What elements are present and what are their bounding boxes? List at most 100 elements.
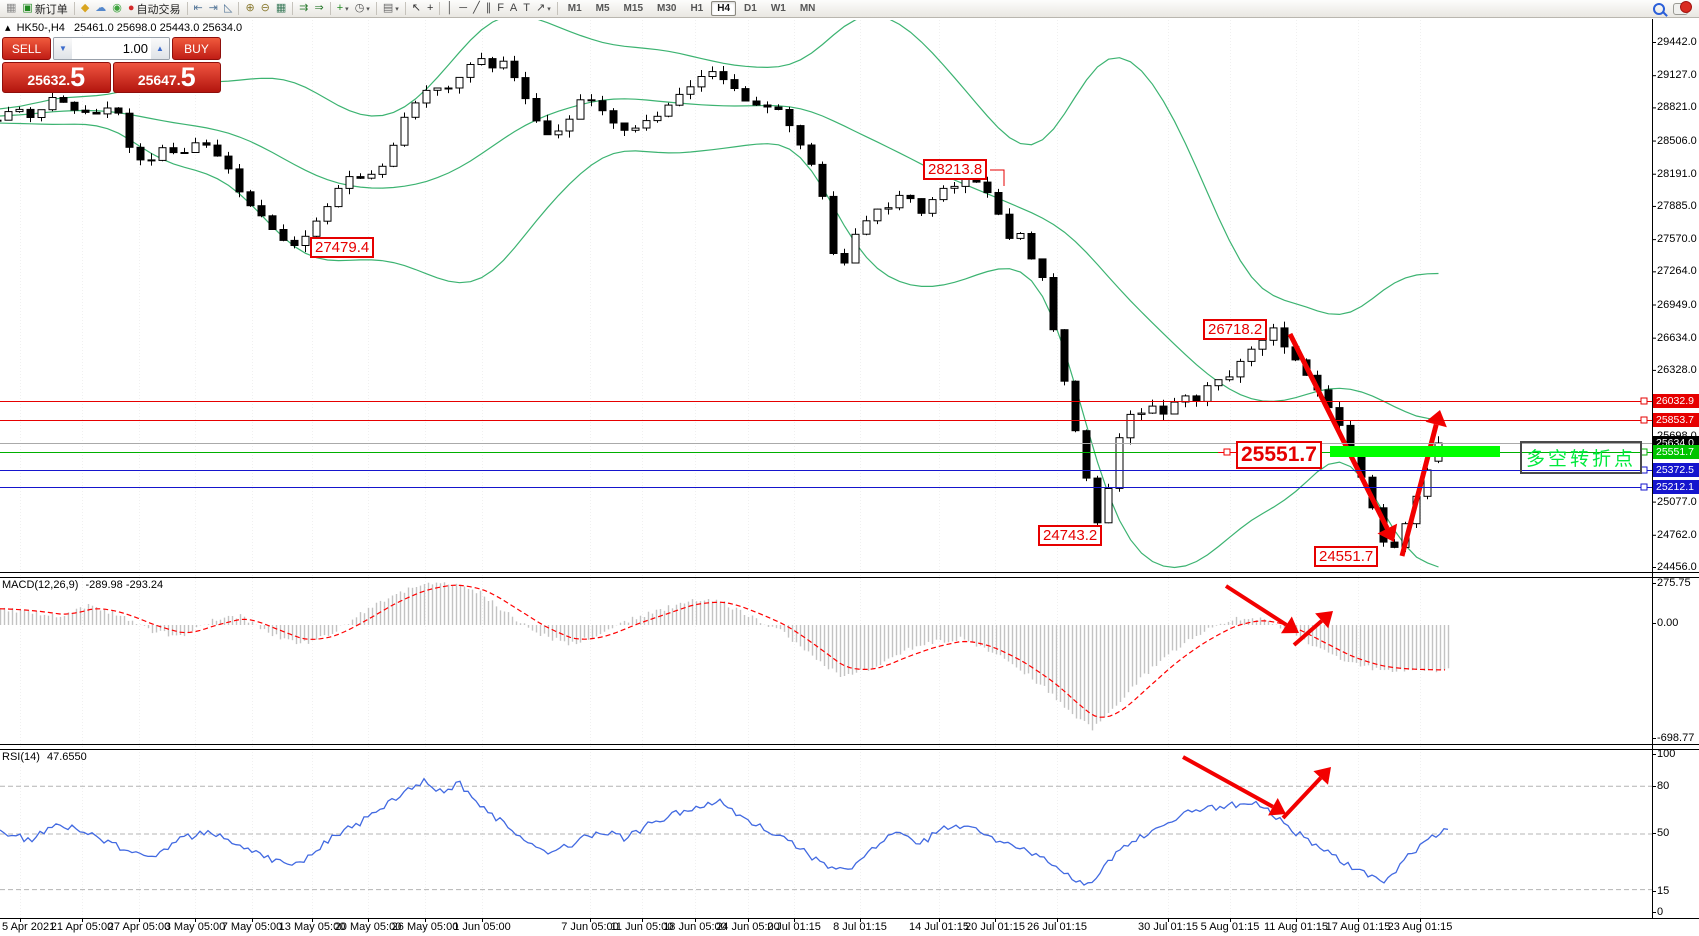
- signals-icon[interactable]: ◉: [109, 1, 125, 17]
- notification-balloon-icon[interactable]: [1673, 0, 1692, 15]
- zoom-out-icon: ⊖: [260, 2, 270, 14]
- market-icon: ◆: [80, 2, 90, 14]
- main-toolbar: ▦ ▣ 新订单 ◆ ☁ ◉ ● 自动交易 ⇤ ⇥ ◺ ⊕ ⊖ ▦ ⇉ ⇒ + ▾ ◷ ▾ ▤ ▾ ↖ + │ ─ ╱ ∥ F A T ↗ ▾ M1…: [0, 0, 1699, 18]
- timeframe-h1[interactable]: H1: [690, 3, 704, 14]
- vertical-line-icon[interactable]: │: [443, 1, 456, 17]
- arrows-icon[interactable]: ↗ ▾: [533, 1, 554, 17]
- trade-panel-top-row: SELL ▼ ▲ BUY: [2, 37, 221, 60]
- timeframe-w1[interactable]: W1: [770, 3, 786, 14]
- timeframe-m15[interactable]: M15: [623, 3, 643, 14]
- collapse-triangle-icon[interactable]: ▴: [5, 22, 11, 34]
- sell-button[interactable]: SELL: [2, 37, 51, 60]
- text-icon[interactable]: A: [507, 1, 520, 17]
- arrows-icon: ↗: [536, 2, 546, 14]
- cloud-icon[interactable]: ☁: [92, 1, 109, 17]
- timeframe-m1[interactable]: M1: [567, 3, 582, 14]
- buy-price[interactable]: 25647. 5: [112, 62, 221, 93]
- symbol-info: ▴ HK50-,H4 25461.0 25698.0 25443.0 25634…: [5, 21, 242, 34]
- sell-price[interactable]: 25632. 5: [2, 62, 111, 93]
- autotrading-button[interactable]: ● 自动交易: [125, 1, 184, 17]
- search-icon[interactable]: [1653, 2, 1665, 15]
- macd-indicator-label: MACD(12,26,9) -289.98 -293.24: [2, 579, 163, 591]
- chart-type-icon: ▤: [382, 2, 394, 14]
- dock-left-icon[interactable]: ⇤: [191, 1, 206, 17]
- caret-down-icon: ▾: [345, 5, 349, 13]
- sell-price-main: 25632.: [27, 72, 71, 88]
- toolbar-separator: [292, 2, 294, 15]
- zoom-out-icon[interactable]: ⊖: [258, 1, 273, 17]
- volume-decrease-button[interactable]: ▼: [54, 38, 72, 59]
- toolbar-separator: [404, 2, 406, 15]
- caret-down-icon: ▾: [547, 5, 551, 13]
- horizontal-line-icon[interactable]: ─: [456, 1, 470, 17]
- timeframe-mn[interactable]: MN: [799, 3, 816, 14]
- rsi-value: 47.6550: [46, 751, 87, 763]
- add-indicator-icon[interactable]: + ▾: [334, 1, 352, 17]
- cloud-icon: ☁: [95, 2, 107, 14]
- cursor-icon: ↖: [411, 2, 421, 14]
- symbol-period-label: HK50-,H4: [16, 22, 65, 34]
- volume-stepper: ▼ ▲: [53, 37, 170, 60]
- toolbar-separator: [73, 2, 75, 15]
- volume-input[interactable]: [72, 38, 151, 59]
- auto-scroll-icon[interactable]: ⇉: [296, 1, 311, 17]
- auto-scroll-icon: ⇉: [299, 2, 309, 14]
- horizontal-line-icon: ─: [459, 2, 468, 14]
- crosshair-icon[interactable]: +: [424, 1, 436, 17]
- toolbar-separator: [238, 2, 240, 15]
- fibonacci-icon: F: [497, 2, 504, 14]
- new-order-icon: ▣: [22, 2, 33, 14]
- cursor-icon[interactable]: ↖: [409, 1, 424, 17]
- chart-type-icon[interactable]: ▤ ▾: [380, 1, 402, 17]
- toolbar-separator: [329, 2, 331, 15]
- autotrading-button-label: 自动交易: [136, 3, 181, 16]
- tile-windows-icon[interactable]: ▦: [273, 1, 289, 17]
- trendline-icon[interactable]: ╱: [470, 1, 483, 17]
- chart-shift-icon: ⇒: [314, 2, 324, 14]
- add-indicator-icon: +: [336, 2, 344, 14]
- text-label-icon[interactable]: T: [520, 1, 533, 17]
- macd-values: -289.98 -293.24: [85, 579, 164, 591]
- windows-icon[interactable]: ▦: [3, 1, 19, 17]
- trendline-icon: ╱: [473, 2, 480, 14]
- toolbar-separator: [556, 2, 558, 15]
- signals-icon: ◉: [112, 2, 122, 14]
- fibonacci-icon[interactable]: F: [494, 1, 507, 17]
- periods-icon[interactable]: ◷ ▾: [352, 1, 373, 17]
- dock-left-icon: ⇤: [193, 2, 203, 14]
- toolbar-separator: [439, 2, 441, 15]
- new-order-button-label: 新订单: [34, 3, 68, 16]
- rsi-indicator-label: RSI(14) 47.6550: [2, 751, 87, 763]
- channel-icon: ∥: [485, 2, 492, 14]
- dock-right-icon[interactable]: ⇥: [206, 1, 221, 17]
- chart-shift-icon[interactable]: ⇒: [312, 1, 327, 17]
- market-icon[interactable]: ◆: [78, 1, 92, 17]
- channel-icon[interactable]: ∥: [483, 1, 495, 17]
- autotrading-icon: ●: [127, 2, 135, 14]
- timeframe-d1[interactable]: D1: [744, 3, 757, 14]
- text-icon: A: [509, 2, 518, 14]
- periods-icon: ◷: [354, 2, 365, 14]
- ohlc-values: 25461.0 25698.0 25443.0 25634.0: [73, 22, 243, 34]
- buy-button[interactable]: BUY: [172, 37, 221, 60]
- toolbar-separator: [186, 2, 188, 15]
- timeframe-h4[interactable]: H4: [711, 1, 737, 16]
- new-order-button[interactable]: ▣ 新订单: [19, 1, 70, 17]
- volume-increase-button[interactable]: ▲: [151, 38, 169, 59]
- tile-windows-icon: ▦: [275, 2, 287, 14]
- toolbar-right-group: [1653, 0, 1696, 15]
- objects-list-icon[interactable]: ◺: [221, 1, 235, 17]
- objects-list-icon: ◺: [223, 2, 233, 14]
- timeframe-m30[interactable]: M30: [657, 3, 677, 14]
- zoom-in-icon: ⊕: [245, 2, 255, 14]
- toolbar-separator: [375, 2, 377, 15]
- zoom-in-icon[interactable]: ⊕: [242, 1, 257, 17]
- buy-price-big-digit: 5: [180, 62, 196, 93]
- dock-right-icon: ⇥: [208, 2, 218, 14]
- windows-icon: ▦: [6, 2, 17, 14]
- caret-down-icon: ▾: [366, 5, 370, 13]
- trade-panel-price-row: 25632. 5 25647. 5: [2, 62, 221, 93]
- vertical-line-icon: │: [446, 2, 454, 14]
- timeframe-m5[interactable]: M5: [595, 3, 610, 14]
